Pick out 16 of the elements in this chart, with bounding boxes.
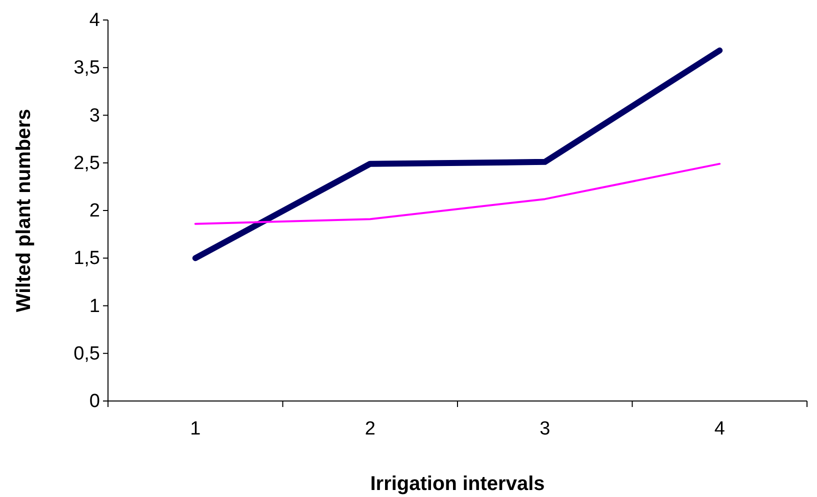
x-axis-title: Irrigation intervals [370, 473, 545, 495]
y-tick-label: 0,5 [74, 343, 100, 364]
y-axis-title: Wilted plant numbers [13, 108, 35, 312]
x-tick-label: 3 [540, 418, 550, 440]
y-tick-label: 1,5 [74, 248, 100, 270]
y-tick-label: 2,5 [74, 152, 100, 174]
x-tick-label: 2 [364, 418, 376, 440]
y-tick-label: 4 [89, 10, 100, 32]
x-tick-label: 1 [190, 418, 201, 440]
y-tick-label: 1 [89, 296, 100, 317]
y-tick-label: 0 [89, 391, 100, 412]
y-tick-label: 3,5 [74, 58, 100, 79]
line-series [194, 162, 721, 225]
y-tick-label: 3 [89, 105, 100, 126]
x-tick-label: 4 [714, 418, 726, 440]
y-tick-label: 2 [89, 200, 100, 222]
